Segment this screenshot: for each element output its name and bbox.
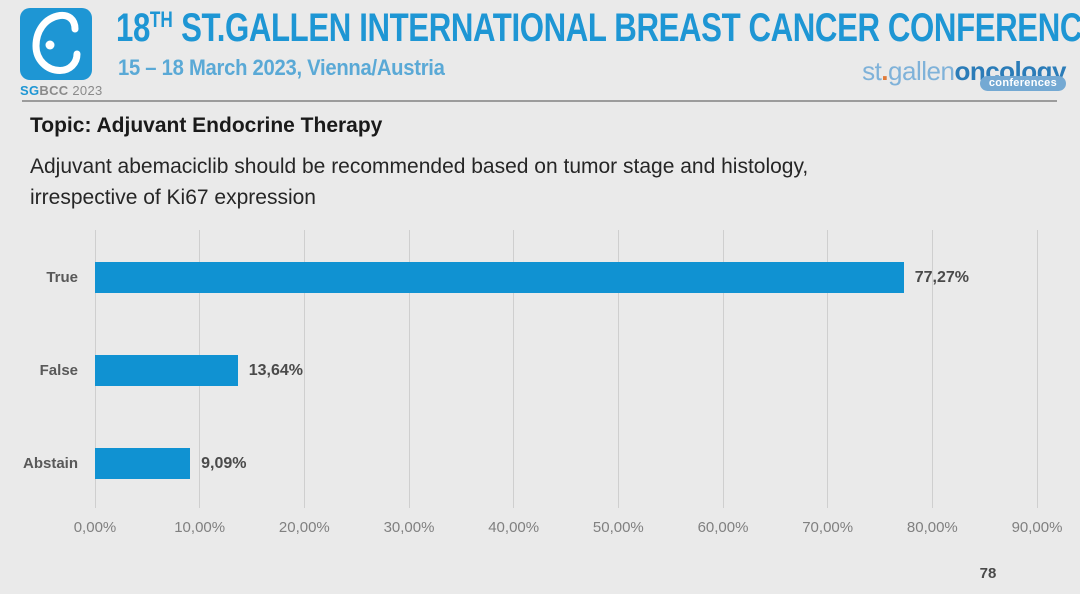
bar bbox=[95, 448, 191, 479]
question-line-2: irrespective of Ki67 expression bbox=[30, 186, 316, 209]
x-tick-label: 90,00% bbox=[1011, 519, 1063, 536]
gridline bbox=[722, 230, 724, 508]
title-ordinal: TH bbox=[149, 7, 173, 32]
bar-category-label: Abstain bbox=[22, 455, 78, 472]
gridline bbox=[617, 230, 619, 508]
gridline bbox=[408, 230, 410, 508]
gridline bbox=[1036, 230, 1038, 508]
brand-gallen: gallen bbox=[888, 56, 955, 86]
logo-caption-sg: SG bbox=[20, 83, 40, 98]
question-line-1: Adjuvant abemaciclib should be recommend… bbox=[30, 155, 809, 178]
logo-caption-year: 2023 bbox=[68, 83, 103, 98]
title-text: ST.GALLEN INTERNATIONAL BREAST CANCER CO… bbox=[172, 6, 1080, 50]
bar-value-label: 77,27% bbox=[914, 269, 970, 286]
gridline bbox=[931, 230, 933, 508]
x-tick-label: 40,00% bbox=[488, 519, 540, 536]
x-tick-label: 10,00% bbox=[174, 519, 226, 536]
topic-heading: Topic: Adjuvant Endocrine Therapy bbox=[30, 114, 383, 137]
x-tick-label: 30,00% bbox=[383, 519, 435, 536]
gridline bbox=[303, 230, 305, 508]
bar-category-label: True bbox=[46, 269, 78, 286]
sgbcc-breast-icon bbox=[32, 11, 81, 75]
bar-category-label: False bbox=[39, 362, 78, 379]
title-number: 18 bbox=[116, 6, 150, 50]
bar bbox=[95, 262, 904, 293]
conference-title: 18TH ST.GALLEN INTERNATIONAL BREAST CANC… bbox=[116, 6, 1080, 51]
page-number: 78 bbox=[979, 565, 997, 582]
gridline bbox=[513, 230, 515, 508]
x-tick-label: 80,00% bbox=[906, 519, 958, 536]
header-divider bbox=[22, 100, 1057, 102]
x-tick-label: 50,00% bbox=[592, 519, 644, 536]
bar bbox=[95, 355, 238, 386]
x-tick-label: 0,00% bbox=[73, 519, 117, 536]
question-text: Adjuvant abemaciclib should be recommend… bbox=[30, 151, 808, 213]
conference-date: 15 – 18 March 2023, Vienna/Austria bbox=[118, 55, 445, 80]
gridline bbox=[827, 230, 829, 508]
bar-value-label: 13,64% bbox=[248, 362, 304, 379]
stgallen-oncology-logo: st.gallenoncology bbox=[862, 56, 1066, 87]
bar-value-label: 9,09% bbox=[201, 455, 247, 472]
logo-caption: SGBCC 2023 bbox=[20, 83, 110, 98]
x-tick-label: 20,00% bbox=[278, 519, 330, 536]
brand-st: st bbox=[862, 56, 882, 86]
brand-conferences-badge: conferences bbox=[979, 76, 1066, 91]
logo-caption-bcc: BCC bbox=[39, 83, 69, 98]
sgbcc-logo bbox=[20, 8, 92, 80]
brand-dot: . bbox=[881, 56, 889, 86]
x-tick-label: 70,00% bbox=[802, 519, 854, 536]
x-tick-label: 60,00% bbox=[697, 519, 749, 536]
